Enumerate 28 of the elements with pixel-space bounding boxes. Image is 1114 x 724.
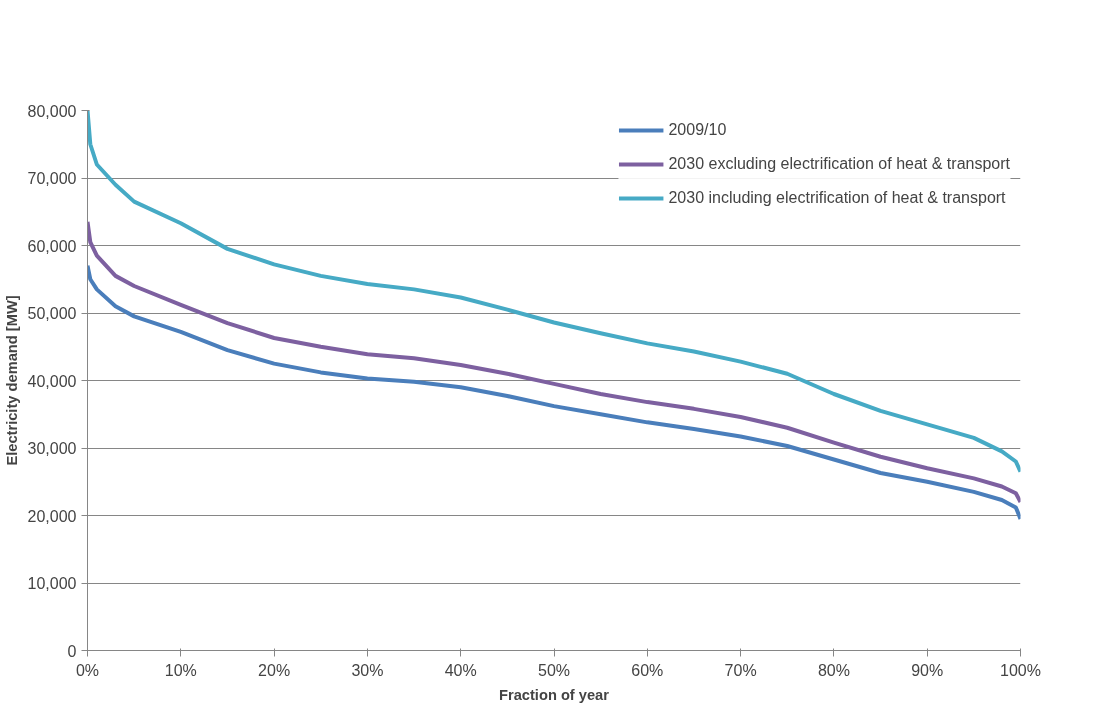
x-tick-label: 40% <box>444 661 477 679</box>
y-tick-label: 0 <box>67 642 77 660</box>
y-tick-label: 60,000 <box>27 237 77 255</box>
legend-label: 2009/10 <box>668 121 727 139</box>
y-tick-label: 20,000 <box>27 507 77 525</box>
x-tick-label: 100% <box>1000 661 1041 679</box>
x-tick-label: 50% <box>537 661 571 679</box>
line-series <box>87 219 1021 504</box>
x-tick-label: 60% <box>631 661 664 679</box>
x-axis-title: Fraction of year <box>499 686 610 703</box>
line-series <box>87 110 1021 474</box>
y-tick-label: 80,000 <box>27 102 77 120</box>
legend-label: 2030 excluding electrification of heat & transport <box>668 155 1010 173</box>
x-tick-label: 10% <box>164 661 197 679</box>
y-axis-title: Electricity demand [MW] <box>3 295 20 466</box>
x-tick-label: 70% <box>724 661 757 679</box>
x-tick-label: 80% <box>817 661 850 679</box>
y-tick-label: 10,000 <box>27 575 77 592</box>
legend-label: 2030 including electrification of heat & transport <box>668 189 1006 207</box>
y-tick-label: 30,000 <box>27 440 77 457</box>
y-tick-label: 40,000 <box>27 372 77 390</box>
x-tick-label: 90% <box>911 661 944 679</box>
x-tick-label: 0% <box>75 661 100 679</box>
x-tick-label: 30% <box>351 661 384 679</box>
x-tick-label: 20% <box>258 661 291 679</box>
line-series <box>87 263 1021 521</box>
y-tick-label: 50,000 <box>27 305 77 322</box>
y-tick-label: 70,000 <box>27 170 77 187</box>
